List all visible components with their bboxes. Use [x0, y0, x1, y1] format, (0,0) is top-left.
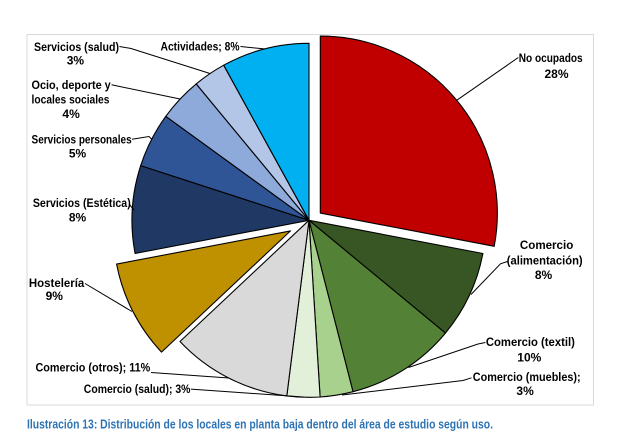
- svg-text:Comercio: Comercio: [520, 238, 573, 252]
- svg-text:Comercio (muebles);: Comercio (muebles);: [473, 370, 581, 384]
- svg-text:28%: 28%: [544, 67, 568, 81]
- svg-text:8%: 8%: [69, 210, 87, 224]
- svg-text:9%: 9%: [46, 289, 64, 303]
- svg-text:Actividades; 8%: Actividades; 8%: [161, 40, 240, 54]
- svg-text:(alimentación): (alimentación): [507, 253, 583, 267]
- svg-text:Servicios personales: Servicios personales: [32, 132, 132, 146]
- svg-text:5%: 5%: [69, 146, 87, 160]
- svg-text:Servicios (salud): Servicios (salud): [34, 40, 119, 54]
- svg-text:3%: 3%: [516, 384, 534, 398]
- svg-text:Comercio (textil): Comercio (textil): [486, 335, 575, 349]
- svg-text:Comercio (otros); 11%: Comercio (otros); 11%: [36, 360, 151, 374]
- svg-text:Ocio, deporte y: Ocio, deporte y: [32, 78, 111, 92]
- svg-text:10%: 10%: [517, 351, 541, 365]
- svg-text:4%: 4%: [62, 107, 80, 121]
- svg-text:Servicios (Estética): Servicios (Estética): [33, 196, 131, 210]
- svg-text:No ocupados: No ocupados: [519, 51, 583, 65]
- svg-text:Comercio (salud); 3%: Comercio (salud); 3%: [84, 382, 191, 396]
- svg-text:locales sociales: locales sociales: [32, 93, 110, 107]
- svg-text:8%: 8%: [535, 268, 553, 282]
- svg-text:Hostelería: Hostelería: [29, 276, 85, 290]
- svg-text:Ilustración 13: Distribución d: Ilustración 13: Distribución de los loca…: [27, 418, 493, 432]
- svg-text:3%: 3%: [67, 54, 85, 68]
